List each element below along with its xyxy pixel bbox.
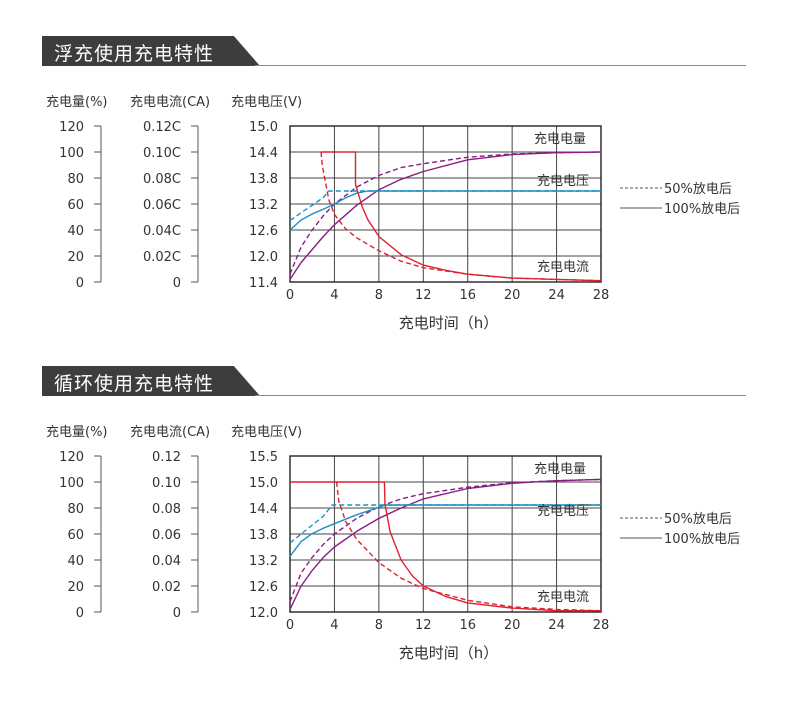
- current-series-label: 充电电流: [537, 259, 589, 275]
- voltage-tick-label: 11.4: [249, 276, 278, 291]
- capacity-tick-label: 80: [67, 502, 84, 517]
- current-tick-label: 0.04: [152, 554, 181, 569]
- section-title: 循环使用充电特性: [54, 373, 215, 395]
- x-tick-label: 4: [330, 618, 338, 633]
- voltage-tick-label: 12.6: [249, 580, 278, 595]
- voltage-series-label: 充电电压: [537, 173, 589, 189]
- legend-dashed-label: 50%放电后: [664, 512, 732, 527]
- current-series-dashed: [335, 481, 602, 612]
- voltage-tick-label: 15.0: [249, 476, 278, 491]
- capacity-tick-label: 80: [67, 172, 84, 187]
- capacity-tick-label: 0: [76, 276, 84, 291]
- voltage-tick-label: 13.8: [249, 172, 278, 187]
- voltage-tick-label: 12.0: [249, 606, 278, 621]
- legend-solid-label: 100%放电后: [664, 532, 740, 547]
- cycle-charging-section: 循环使用充电特性 充电量(%) 充电电流(CA) 充电电压(V) 120 100 80 60…: [0, 330, 790, 662]
- section-title-bar: 浮充使用充电特性: [42, 36, 260, 66]
- capacity-series-label: 充电电量: [534, 461, 586, 477]
- capacity-series-dashed: [289, 151, 602, 275]
- legend-solid-label: 100%放电后: [664, 202, 740, 217]
- voltage-tick-label: 15.5: [249, 450, 278, 465]
- capacity-tick-label: 0: [76, 606, 84, 621]
- current-tick-label: 0.06C: [143, 198, 181, 213]
- capacity-tick-label: 40: [67, 224, 84, 239]
- capacity-series-solid: [289, 478, 602, 610]
- x-tick-label: 20: [504, 618, 521, 633]
- x-tick-label: 24: [548, 288, 565, 303]
- capacity-series-dashed: [289, 478, 602, 602]
- legend-dashed-label: 50%放电后: [664, 182, 732, 197]
- current-tick-label: 0.06: [152, 528, 181, 543]
- plot-frame: [289, 455, 602, 613]
- capacity-tick-label: 120: [59, 450, 84, 465]
- x-tick-label: 16: [459, 288, 476, 303]
- capacity-tick-label: 60: [67, 528, 84, 543]
- voltage-series-solid: [289, 190, 601, 231]
- cycle-charging-chart: 充电量(%) 充电电流(CA) 充电电压(V)1201008060402000.12…: [46, 424, 740, 662]
- x-tick-label: 24: [548, 618, 565, 633]
- voltage-axis-header: 充电电压(V): [231, 94, 302, 110]
- x-tick-label: 8: [375, 288, 383, 303]
- x-tick-label: 16: [459, 618, 476, 633]
- current-axis-header: 充电电流(CA): [130, 424, 210, 440]
- current-axis-header: 充电电流(CA): [130, 94, 210, 110]
- voltage-tick-label: 15.0: [249, 120, 278, 135]
- voltage-series-solid: [289, 504, 601, 557]
- x-tick-label: 12: [415, 618, 432, 633]
- section-divider: [255, 65, 746, 66]
- capacity-tick-label: 120: [59, 120, 84, 135]
- section-divider: [255, 395, 746, 396]
- current-tick-label: 0.08C: [143, 172, 181, 187]
- current-tick-label: 0: [173, 276, 181, 291]
- x-tick-label: 28: [593, 618, 610, 633]
- plot-frame: [289, 125, 602, 283]
- voltage-axis-header: 充电电压(V): [231, 424, 302, 440]
- capacity-tick-label: 40: [67, 554, 84, 569]
- x-axis-label: 充电时间（h）: [399, 314, 499, 332]
- section-title-bar: 循环使用充电特性: [42, 366, 260, 396]
- current-series-dashed: [320, 151, 602, 282]
- current-tick-label: 0.12C: [143, 120, 181, 135]
- x-tick-label: 28: [593, 288, 610, 303]
- current-tick-label: 0.12: [152, 450, 181, 465]
- x-tick-label: 8: [375, 618, 383, 633]
- voltage-series-dashed: [289, 190, 601, 222]
- voltage-tick-label: 12.6: [249, 224, 278, 239]
- voltage-tick-label: 13.2: [249, 554, 278, 569]
- x-tick-label: 20: [504, 288, 521, 303]
- capacity-tick-label: 60: [67, 198, 84, 213]
- current-tick-label: 0.10: [152, 476, 181, 491]
- capacity-tick-label: 20: [67, 580, 84, 595]
- x-tick-label: 0: [286, 618, 294, 633]
- current-series-label: 充电电流: [537, 589, 589, 605]
- x-tick-label: 4: [330, 288, 338, 303]
- float-charging-section: 浮充使用充电特性 充电量(%) 充电电流(CA) 充电电压(V) 120 100 80 60…: [0, 0, 790, 332]
- voltage-series-dashed: [289, 504, 601, 544]
- voltage-series-label: 充电电压: [537, 503, 589, 519]
- float-charging-chart: 充电量(%) 充电电流(CA) 充电电压(V)1201008060402000.12…: [46, 94, 740, 332]
- x-tick-label: 0: [286, 288, 294, 303]
- voltage-tick-label: 12.0: [249, 250, 278, 265]
- current-series-solid: [290, 481, 601, 612]
- current-tick-label: 0.02: [152, 580, 181, 595]
- current-tick-label: 0.02C: [143, 250, 181, 265]
- voltage-tick-label: 14.4: [249, 502, 278, 517]
- current-tick-label: 0.04C: [143, 224, 181, 239]
- capacity-tick-label: 100: [59, 476, 84, 491]
- current-tick-label: 0: [173, 606, 181, 621]
- capacity-series-label: 充电电量: [534, 131, 586, 147]
- x-axis-label: 充电时间（h）: [399, 644, 499, 662]
- capacity-tick-label: 100: [59, 146, 84, 161]
- voltage-tick-label: 13.8: [249, 528, 278, 543]
- voltage-tick-label: 13.2: [249, 198, 278, 213]
- current-tick-label: 0.10C: [143, 146, 181, 161]
- capacity-axis-header: 充电量(%): [46, 424, 108, 440]
- capacity-axis-header: 充电量(%): [46, 94, 108, 110]
- x-tick-label: 12: [415, 288, 432, 303]
- voltage-tick-label: 14.4: [249, 146, 278, 161]
- capacity-tick-label: 20: [67, 250, 84, 265]
- section-title: 浮充使用充电特性: [54, 43, 215, 65]
- current-tick-label: 0.08: [152, 502, 181, 517]
